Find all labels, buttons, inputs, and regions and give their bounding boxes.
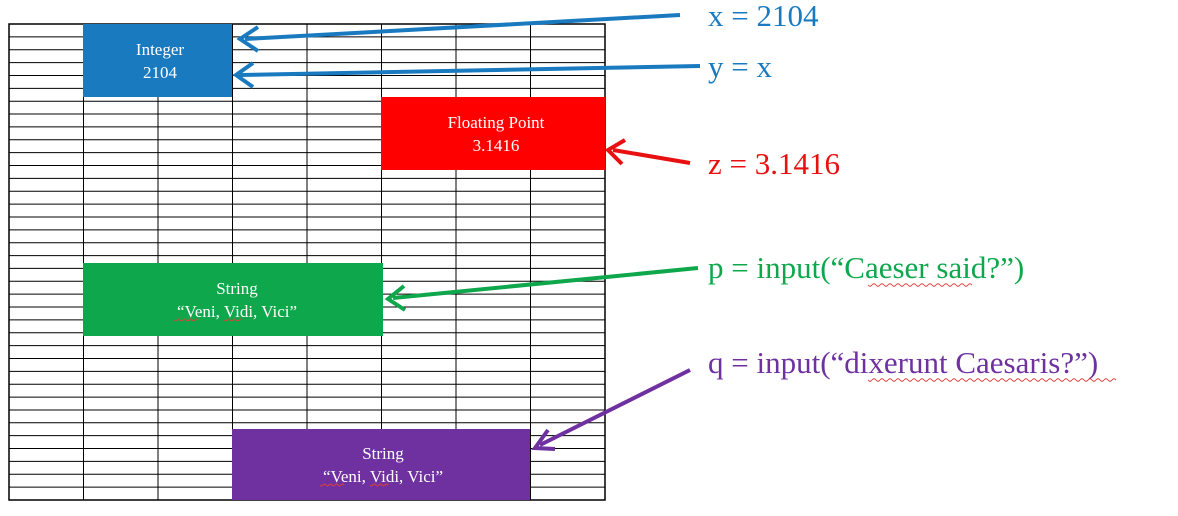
statement-x: x = 2104 xyxy=(708,0,819,33)
string-box-1: String “Veni, Vidi, Vici” xyxy=(83,263,383,336)
spellcheck-underline xyxy=(319,483,345,487)
integer-type-label: Integer xyxy=(136,40,184,59)
spellcheck-underline xyxy=(867,378,1117,382)
statement-q: q = input(“dixerunt Caesaris?”) xyxy=(708,345,1098,380)
statement-y: y = x xyxy=(708,49,772,84)
arrow-x-to-integer xyxy=(236,13,681,53)
spellcheck-underline xyxy=(173,318,199,322)
string-box-2: String “Veni, Vidi, Vici” xyxy=(232,429,530,500)
float-type-label: Floating Point xyxy=(448,113,545,132)
float-box: Floating Point 3.1416 xyxy=(381,97,605,170)
string-box-2-fill xyxy=(232,429,530,500)
spellcheck-underline xyxy=(223,318,243,322)
float-value: 3.1416 xyxy=(473,136,520,155)
spellcheck-underline xyxy=(867,283,973,287)
string-2-value: “Veni, Vidi, Vici” xyxy=(323,467,443,486)
arrow-p-to-string-1 xyxy=(384,266,699,312)
arrow-z-to-float xyxy=(604,138,691,166)
statement-p: p = input(“Caeser said?”) xyxy=(708,250,1024,285)
arrow-y-to-integer xyxy=(232,61,701,89)
statement-z: z = 3.1416 xyxy=(708,146,840,181)
string-1-value: “Veni, Vidi, Vici” xyxy=(177,302,297,321)
float-box-fill xyxy=(381,97,605,170)
integer-value: 2104 xyxy=(143,63,178,82)
spellcheck-underline xyxy=(369,483,389,487)
arrow-q-to-string-2 xyxy=(531,368,691,451)
integer-box-fill xyxy=(83,24,232,97)
integer-box: Integer 2104 xyxy=(83,24,232,97)
string-box-1-fill xyxy=(83,263,383,336)
string-1-type-label: String xyxy=(216,279,258,298)
string-2-type-label: String xyxy=(362,444,404,463)
